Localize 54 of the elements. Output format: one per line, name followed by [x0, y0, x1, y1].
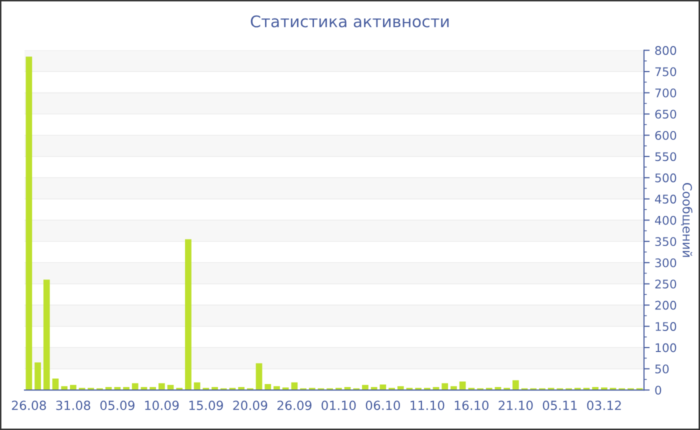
x-tick-label: 03.12: [587, 400, 621, 410]
x-tick-label: 26.09: [277, 400, 312, 410]
bar: [397, 386, 404, 390]
x-tick-label: 05.09: [100, 400, 134, 410]
bar: [43, 280, 50, 390]
bar: [274, 386, 280, 390]
bar: [158, 383, 165, 390]
bar: [442, 383, 448, 390]
y-tick-label: 750: [655, 67, 676, 76]
bar: [61, 386, 68, 390]
bar: [512, 380, 519, 390]
y-tick-label: 350: [655, 237, 676, 246]
y-tick-label: 50: [655, 364, 669, 374]
y-tick-label: 100: [656, 343, 676, 352]
bar: [450, 386, 457, 390]
bar: [185, 239, 192, 390]
y-tick-label: 450: [654, 194, 676, 204]
y-tick-label: 500: [655, 173, 676, 182]
y-tick-label: 0: [655, 386, 662, 395]
bar: [70, 384, 76, 390]
x-tick-label: 15.09: [189, 400, 223, 410]
bar: [459, 382, 466, 390]
x-tick-label: 16.10: [454, 400, 488, 410]
bar: [132, 383, 138, 390]
x-tick-label: 21.10: [498, 400, 533, 410]
bar: [264, 384, 272, 390]
x-tick-label: 11.10: [410, 400, 444, 410]
y-tick-label: 650: [655, 110, 676, 119]
bar: [291, 382, 298, 390]
bar: [26, 56, 32, 390]
y-tick-label: 400: [654, 216, 676, 225]
y-tick-label: 800: [655, 46, 676, 55]
x-tick-label: 06.10: [366, 400, 400, 410]
y-tick-label: 550: [655, 152, 676, 162]
x-tick-label: 26.08: [12, 400, 46, 410]
x-tick-label: 10.09: [145, 400, 179, 410]
bar: [194, 382, 200, 390]
y-tick-label: 150: [656, 322, 676, 331]
x-tick-label: 20.09: [233, 400, 268, 410]
y-axis-title: Сообщений: [681, 183, 692, 257]
x-tick-label: 01.10: [322, 400, 356, 410]
bar: [380, 384, 386, 390]
x-tick-label: 05.11: [542, 400, 577, 410]
bar: [52, 378, 59, 390]
bar: [256, 363, 262, 390]
x-tick-label: 31.08: [56, 400, 90, 410]
y-tick-label: 200: [655, 300, 676, 310]
chart-title: Статистика активности: [250, 15, 449, 28]
bar: [34, 362, 41, 390]
y-tick-label: 600: [655, 130, 676, 140]
y-tick-label: 250: [655, 280, 676, 289]
bar: [362, 384, 368, 390]
y-tick-label: 300: [655, 258, 676, 268]
y-tick-label: 700: [655, 88, 676, 98]
